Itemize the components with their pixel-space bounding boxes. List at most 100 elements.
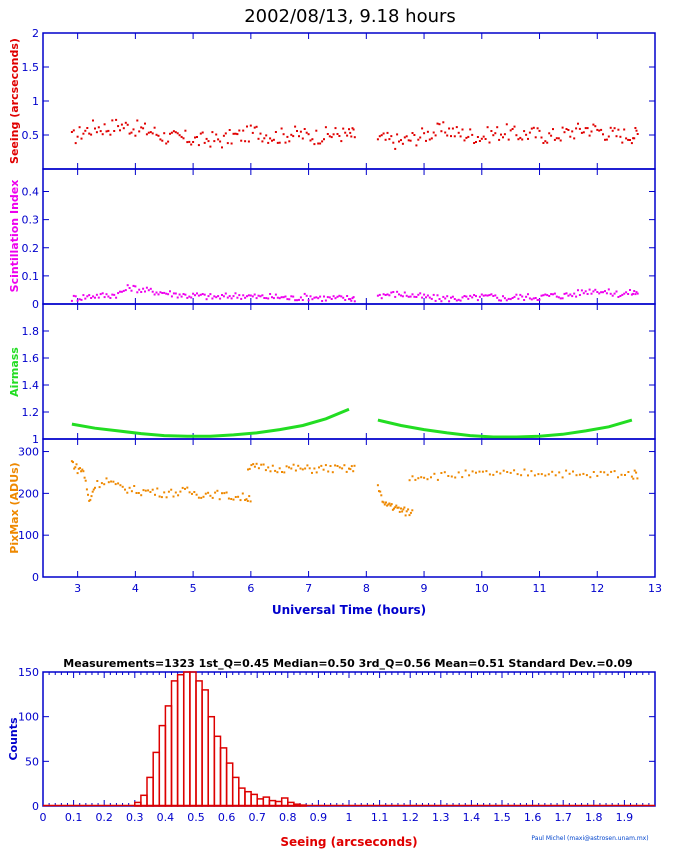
seeing-point [496, 126, 499, 129]
pixmax-point [241, 492, 244, 495]
pixmax-point [274, 469, 277, 472]
histogram-xtick-label: 0.7 [248, 811, 266, 824]
histogram-bar [274, 800, 283, 807]
pixmax-point [481, 470, 484, 473]
scintillation-point [509, 298, 512, 301]
seeing-point [84, 129, 87, 132]
chart-title: 2002/08/13, 9.18 hours [244, 6, 456, 27]
scintillation-point [349, 298, 352, 301]
scintillation-point [119, 290, 121, 293]
seeing-point [598, 129, 601, 132]
pixmax-point [301, 468, 304, 471]
scintillation-point [224, 292, 227, 295]
pixmax-point [149, 491, 152, 493]
pixmax-point [404, 514, 407, 517]
scintillation-point [496, 296, 499, 299]
seeing-point [632, 137, 635, 140]
pixmax-point [423, 476, 426, 479]
scintillation-point [276, 296, 279, 299]
seeing-point [165, 142, 168, 145]
seeing-point [126, 123, 129, 126]
scintillation-point [561, 297, 564, 300]
seeing-point [323, 138, 325, 141]
pixmax-point [112, 480, 115, 483]
seeing-point [502, 136, 504, 139]
scintillation-point [515, 293, 518, 296]
seeing-point [528, 131, 531, 134]
pixmax-point [107, 481, 110, 484]
scintillation-point [525, 295, 528, 298]
scintillation-point [446, 295, 449, 298]
scintillation-point [615, 290, 618, 293]
seeing-point [342, 127, 345, 130]
seeing-point [211, 131, 214, 134]
pixmax-point [257, 467, 260, 470]
scintillation-point [90, 297, 93, 299]
pixmax-ytick-label: 200 [18, 487, 39, 500]
seeing-point [503, 133, 506, 136]
seeing-point [623, 128, 626, 131]
seeing-point [635, 129, 638, 132]
seeing-point [88, 132, 91, 135]
pixmax-point [87, 493, 89, 496]
pixmax-point [290, 467, 293, 470]
pixmax-point [336, 465, 339, 467]
pixmax-point [558, 471, 561, 474]
pixmax-point [315, 471, 318, 474]
seeing-point [332, 133, 335, 136]
pixmax-point [262, 463, 265, 466]
scintillation-point [136, 291, 139, 294]
seeing-point [301, 137, 304, 140]
scintillation-point [321, 300, 324, 302]
seeing-point [278, 141, 281, 144]
pixmax-ytick-label: 0 [32, 571, 39, 584]
scintillation-point [353, 300, 356, 303]
scintillation-point [578, 294, 581, 296]
histogram-xtick-label: 0.2 [95, 811, 113, 824]
scintillation-point [328, 296, 331, 299]
seeing-point [415, 144, 418, 147]
seeing-point [613, 127, 616, 130]
seeing-point [228, 129, 231, 131]
seeing-point [430, 137, 433, 140]
seeing-point [203, 141, 206, 144]
seeing-point [465, 136, 468, 139]
scintillation-point [569, 293, 572, 296]
airmass-ytick-label: 1.8 [22, 325, 40, 338]
histogram-xlabel: Seeing (arcseconds) [280, 835, 417, 849]
histogram-xtick-label: 0.8 [279, 811, 297, 824]
pixmax-point [338, 466, 341, 469]
seeing-point [120, 123, 123, 126]
pixmax-point [554, 474, 557, 477]
pixmax-point [249, 500, 252, 503]
scintillation-point [282, 296, 285, 299]
pixmax-point [223, 492, 226, 495]
scintillation-point [190, 296, 193, 299]
seeing-point [338, 135, 341, 137]
scintillation-point [390, 291, 393, 294]
seeing-point [444, 131, 447, 134]
time-xlabel: Universal Time (hours) [272, 603, 426, 617]
seeing-point [286, 135, 289, 138]
pixmax-point [327, 470, 330, 473]
histogram-xtick-label: 0.6 [218, 811, 236, 824]
pixmax-point [350, 465, 353, 468]
histogram-ytick-label: 50 [25, 755, 39, 768]
seeing-point [163, 132, 166, 135]
scintillation-point [247, 294, 250, 297]
pixmax-point [457, 471, 460, 474]
scintillation-point [207, 295, 210, 298]
seeing-point [115, 118, 118, 121]
seeing-point [559, 139, 562, 142]
scintillation-point [165, 292, 168, 295]
seeing-ytick-label: 0.5 [22, 129, 40, 142]
seeing-point [569, 135, 572, 138]
seeing-point [350, 135, 353, 138]
pixmax-point [353, 464, 356, 467]
scintillation-point [590, 292, 593, 295]
seeing-point [432, 131, 435, 134]
pixmax-point [464, 469, 467, 472]
seeing-point [196, 136, 198, 138]
pixmax-point [620, 473, 623, 476]
scintillation-point [507, 297, 510, 300]
